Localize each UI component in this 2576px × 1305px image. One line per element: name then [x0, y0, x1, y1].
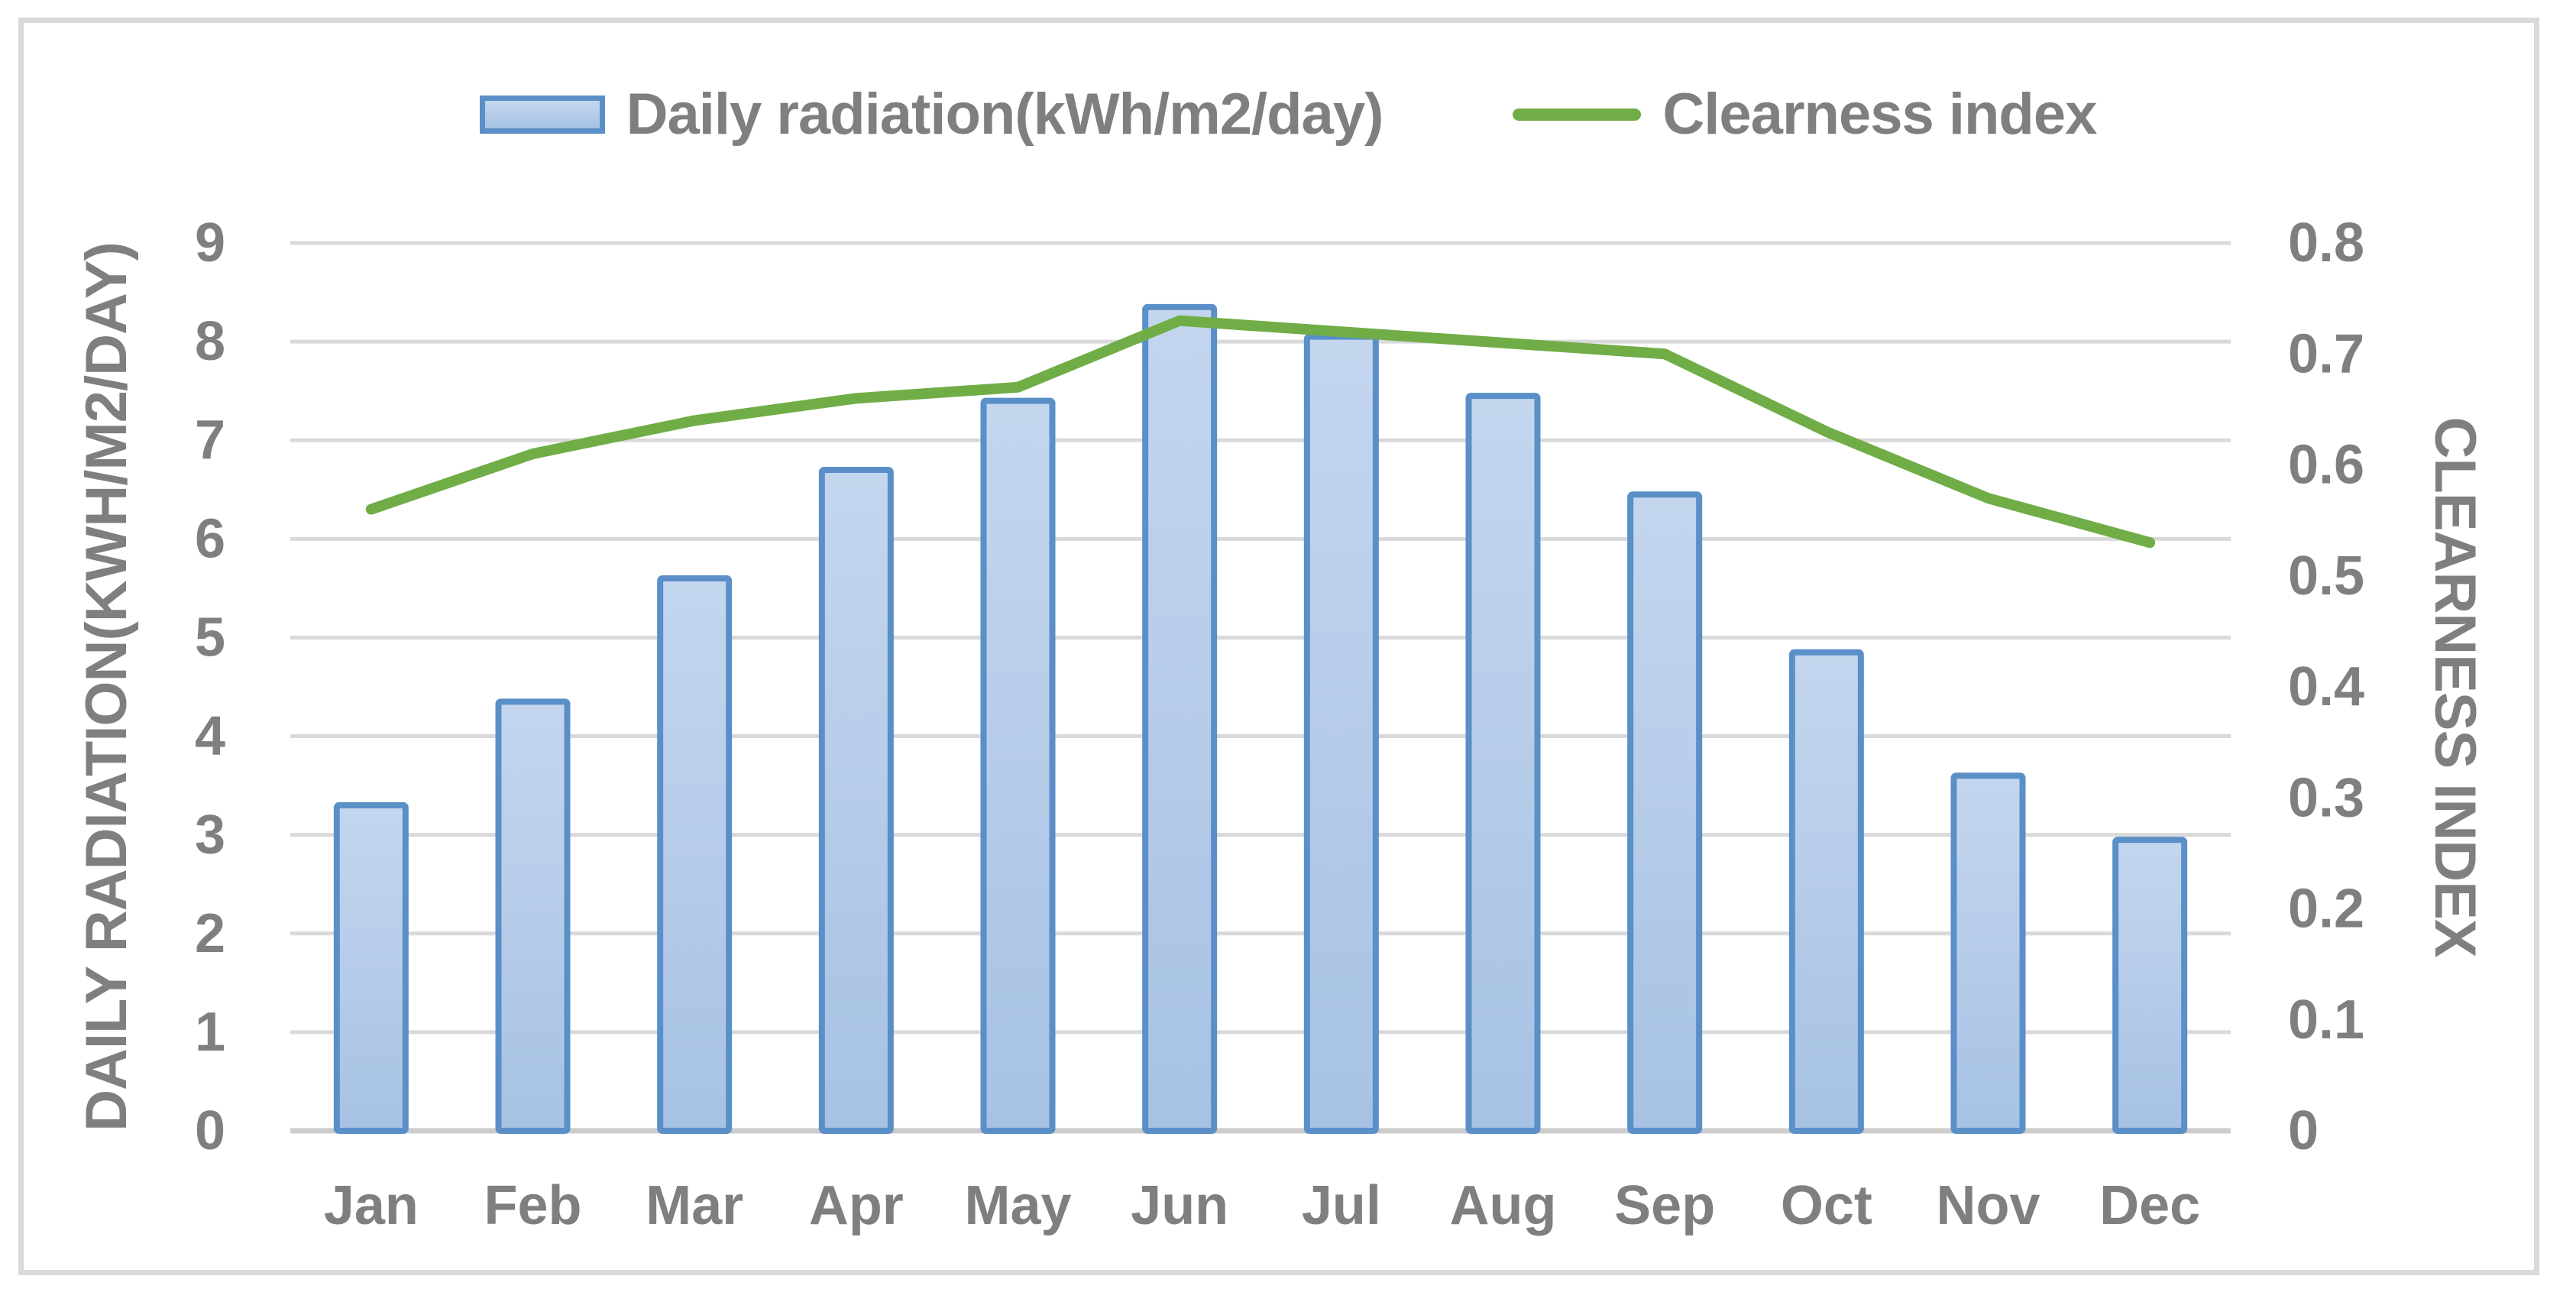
bar-jul: [1303, 333, 1379, 1135]
x-axis-label-apr: Apr: [809, 1175, 904, 1236]
x-axis-label-may: May: [964, 1175, 1071, 1236]
bar-apr: [818, 466, 894, 1134]
legend-item-clearness-index: Clearness index: [1513, 81, 2097, 147]
bar-sep: [1627, 491, 1703, 1134]
bar-may: [980, 397, 1056, 1134]
left-axis-tick: 6: [195, 508, 225, 569]
left-axis-tick: 7: [195, 410, 225, 471]
x-axis-label-jun: Jun: [1131, 1175, 1228, 1236]
right-axis-tick: 0.1: [2288, 989, 2364, 1051]
gridlines: [290, 241, 2231, 1134]
right-axis-tick: 0: [2288, 1100, 2319, 1161]
x-axis-label-mar: Mar: [646, 1175, 743, 1236]
x-axis-label-aug: Aug: [1450, 1175, 1557, 1236]
left-axis-tick: 2: [195, 903, 225, 964]
bar-jun: [1142, 303, 1218, 1134]
right-axis-tick: 0.5: [2288, 546, 2364, 607]
line-series: [365, 315, 2156, 549]
x-axis-label-jul: Jul: [1302, 1175, 1381, 1236]
bar-series-swatch-icon: [479, 95, 605, 134]
right-axis-tick: 0.8: [2288, 212, 2364, 274]
x-axis-label-sep: Sep: [1614, 1175, 1715, 1236]
bar-mar: [657, 575, 733, 1134]
left-axis-tick: 0: [195, 1100, 225, 1161]
left-axis-tick: 9: [195, 212, 225, 274]
right-axis-tick: 0.2: [2288, 879, 2364, 940]
right-axis-title: CLEARNESS INDEX: [2422, 416, 2487, 957]
bar-nov: [1950, 772, 2026, 1134]
x-axis-label-dec: Dec: [2099, 1175, 2200, 1236]
x-axis-label-oct: Oct: [1781, 1175, 1872, 1236]
right-axis-ticks: 0 0.1 0.2 0.3 0.4 0.5 0.6 0.7 0.8: [2288, 212, 2364, 1161]
legend: Daily radiation(kWh/m2/day) Clearness in…: [0, 81, 2576, 147]
x-axis-label-jan: Jan: [324, 1175, 419, 1236]
right-axis-tick: 0.6: [2288, 435, 2364, 496]
bar-jan: [333, 801, 409, 1135]
left-axis-tick: 1: [195, 1002, 225, 1063]
right-axis-tick: 0.3: [2288, 767, 2364, 828]
x-axis-label-feb: Feb: [484, 1175, 581, 1236]
left-axis-tick: 4: [195, 706, 225, 767]
right-axis-tick: 0.4: [2288, 656, 2364, 717]
right-axis-tick: 0.7: [2288, 323, 2364, 384]
bar-feb: [495, 698, 571, 1134]
left-axis-tick: 3: [195, 805, 225, 866]
left-axis-tick: 5: [195, 607, 225, 668]
left-axis-tick: 8: [195, 311, 225, 372]
legend-item-daily-radiation: Daily radiation(kWh/m2/day): [479, 81, 1384, 147]
bar-dec: [2112, 837, 2188, 1134]
bar-series: [333, 303, 2188, 1135]
line-series-swatch-icon: [1513, 108, 1642, 121]
bar-oct: [1788, 649, 1864, 1134]
clearness-index-line: [365, 315, 2156, 549]
bar-aug: [1465, 393, 1541, 1134]
left-axis-title: DAILY RADIATION(KWH/M2/DAY): [74, 242, 139, 1132]
legend-label-daily-radiation: Daily radiation(kWh/m2/day): [626, 82, 1384, 147]
left-axis-ticks: 0 1 2 3 4 5 6 7 8 9: [195, 212, 225, 1161]
legend-label-clearness-index: Clearness index: [1662, 82, 2097, 147]
x-axis-label-nov: Nov: [1936, 1175, 2040, 1236]
x-axis-labels: Jan Feb Mar Apr May Jun Jul Aug Sep Oct Nov Dec: [324, 1175, 2200, 1236]
